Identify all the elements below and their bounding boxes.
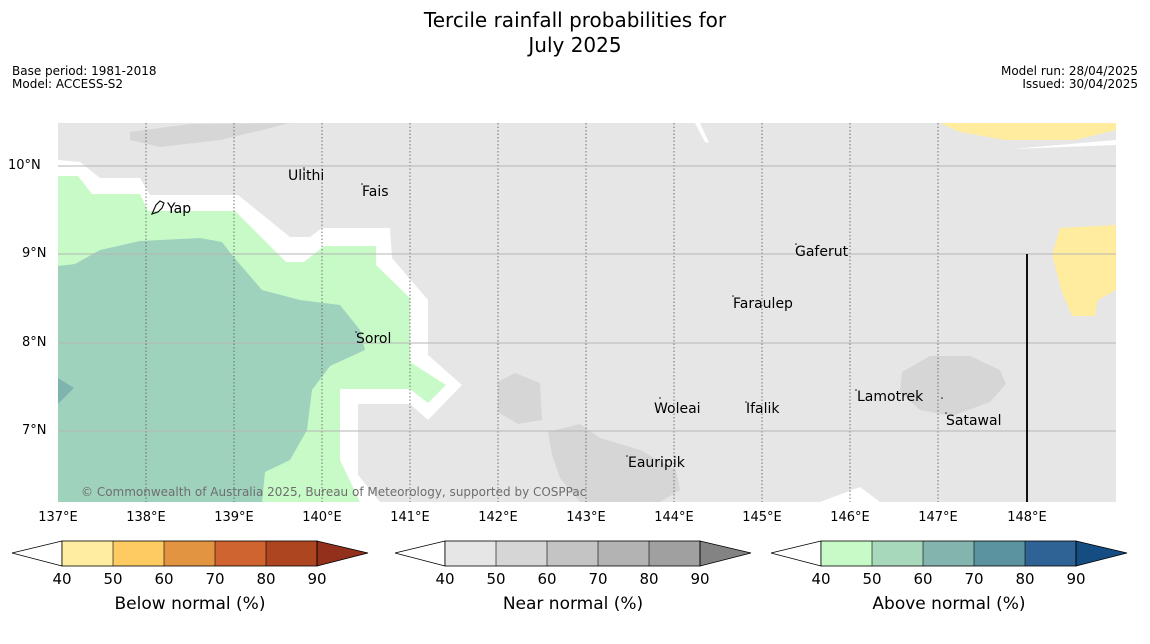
x-tick-label: 139°E xyxy=(214,510,254,525)
near-normal-50-mid xyxy=(498,373,542,424)
cb3-over-arrow xyxy=(1075,540,1128,567)
cb2-tick: 50 xyxy=(486,570,506,588)
cb1-bin-70 xyxy=(215,541,266,566)
cb1-tick: 60 xyxy=(154,570,174,588)
cb3-tick: 60 xyxy=(913,570,933,588)
colorbar-label-below: Below normal (%) xyxy=(114,594,266,614)
x-tick-label: 140°E xyxy=(302,510,342,525)
x-tick-label: 147°E xyxy=(918,510,958,525)
colorbar-near-normal xyxy=(394,540,752,567)
place-fais: Fais xyxy=(362,184,389,200)
cb3-tick: 80 xyxy=(1015,570,1035,588)
place-woleai: Woleai xyxy=(654,401,701,417)
cb2-over-arrow xyxy=(699,540,752,567)
cb1-bin-40 xyxy=(62,541,113,566)
cb3-bin-80 xyxy=(1025,541,1076,566)
below-normal-patch-east xyxy=(1052,225,1116,316)
colorbar-label-above: Above normal (%) xyxy=(872,594,1026,614)
cb3-bin-50 xyxy=(872,541,923,566)
x-tick-label: 144°E xyxy=(654,510,694,525)
cb2-under-arrow xyxy=(394,540,446,567)
colorbar-label-near: Near normal (%) xyxy=(502,594,644,614)
x-tick-label: 148°E xyxy=(1007,510,1047,525)
title-line-2: July 2025 xyxy=(528,33,622,57)
y-tick-label: 10°N xyxy=(8,158,41,173)
x-tick-label: 143°E xyxy=(566,510,606,525)
cb1-tick: 80 xyxy=(256,570,276,588)
cb2-tick: 40 xyxy=(435,570,455,588)
colorbar-below-normal xyxy=(11,540,369,567)
cb3-under-arrow xyxy=(770,540,822,567)
run-info: Model run: 28/04/2025 Issued: 30/04/2025 xyxy=(1001,65,1138,91)
map-fields: Ulithi Fais Yap Gaferut Faraulep Sorol L… xyxy=(58,123,1116,502)
x-tick-label: 137°E xyxy=(38,510,78,525)
below-normal-patch-north xyxy=(940,123,1116,140)
cb2-bin-60 xyxy=(547,541,598,566)
cb1-tick: 50 xyxy=(103,570,123,588)
cb3-bin-60 xyxy=(923,541,974,566)
island-markers xyxy=(303,167,947,457)
cb2-bin-70 xyxy=(598,541,649,566)
copyright-text: © Commonwealth of Australia 2025, Bureau… xyxy=(81,485,586,499)
cb2-tick: 70 xyxy=(588,570,608,588)
cb2-bin-40 xyxy=(445,541,496,566)
cb2-tick: 90 xyxy=(690,570,710,588)
cb2-bin-50 xyxy=(496,541,547,566)
cb3-tick: 50 xyxy=(862,570,882,588)
near-normal-50-east xyxy=(900,356,1006,416)
y-tick-label: 7°N xyxy=(22,423,47,438)
above-normal-50-region xyxy=(58,238,365,502)
above-normal-60-patch xyxy=(58,378,74,404)
cb3-tick: 40 xyxy=(811,570,831,588)
cb1-tick: 40 xyxy=(52,570,72,588)
parallel-gridlines xyxy=(58,165,1116,432)
cb3-tick: 70 xyxy=(964,570,984,588)
near-normal-50-south xyxy=(548,424,680,502)
place-satawal: Satawal xyxy=(946,413,1001,429)
cb3-bin-40 xyxy=(821,541,872,566)
cb1-tick: 70 xyxy=(205,570,225,588)
base-period: Base period: 1981-2018 xyxy=(12,64,157,78)
cb1-over-arrow xyxy=(316,540,369,567)
meridian-gridlines xyxy=(145,123,939,502)
y-tick-label: 8°N xyxy=(22,335,47,350)
cb1-under-arrow xyxy=(11,540,63,567)
place-eauripik: Eauripik xyxy=(628,455,686,471)
cb3-bin-70 xyxy=(974,541,1025,566)
issued-date: Issued: 30/04/2025 xyxy=(1022,77,1138,91)
x-tick-label: 141°E xyxy=(390,510,430,525)
cb3-tick: 90 xyxy=(1066,570,1086,588)
place-yap: Yap xyxy=(166,201,191,217)
colorbar-above-normal xyxy=(770,540,1128,567)
cb2-tick: 80 xyxy=(639,570,659,588)
model-name: Model: ACCESS-S2 xyxy=(12,77,124,91)
x-tick-label: 145°E xyxy=(742,510,782,525)
x-tick-label: 142°E xyxy=(478,510,518,525)
cb1-bin-50 xyxy=(113,541,164,566)
yap-island xyxy=(150,200,165,215)
place-faraulep: Faraulep xyxy=(733,296,793,312)
cb2-bin-80 xyxy=(649,541,700,566)
title-line-1: Tercile rainfall probabilities for xyxy=(423,8,727,32)
cb1-tick: 90 xyxy=(307,570,327,588)
cb1-bin-80 xyxy=(266,541,317,566)
cb1-bin-60 xyxy=(164,541,215,566)
model-info: Base period: 1981-2018 Model: ACCESS-S2 xyxy=(12,65,157,91)
place-lamotrek: Lamotrek xyxy=(857,389,924,405)
x-tick-label: 138°E xyxy=(126,510,166,525)
cb2-tick: 60 xyxy=(537,570,557,588)
near-normal-50-north xyxy=(130,123,290,147)
model-run: Model run: 28/04/2025 xyxy=(1000,64,1138,78)
place-gaferut: Gaferut xyxy=(795,244,849,260)
place-ulithi: Ulithi xyxy=(288,168,324,184)
place-sorol: Sorol xyxy=(356,331,391,347)
page-title: Tercile rainfall probabilities for July … xyxy=(0,8,1150,58)
x-tick-label: 146°E xyxy=(830,510,870,525)
y-tick-label: 9°N xyxy=(22,246,47,261)
place-ifalik: Ifalik xyxy=(746,401,780,417)
